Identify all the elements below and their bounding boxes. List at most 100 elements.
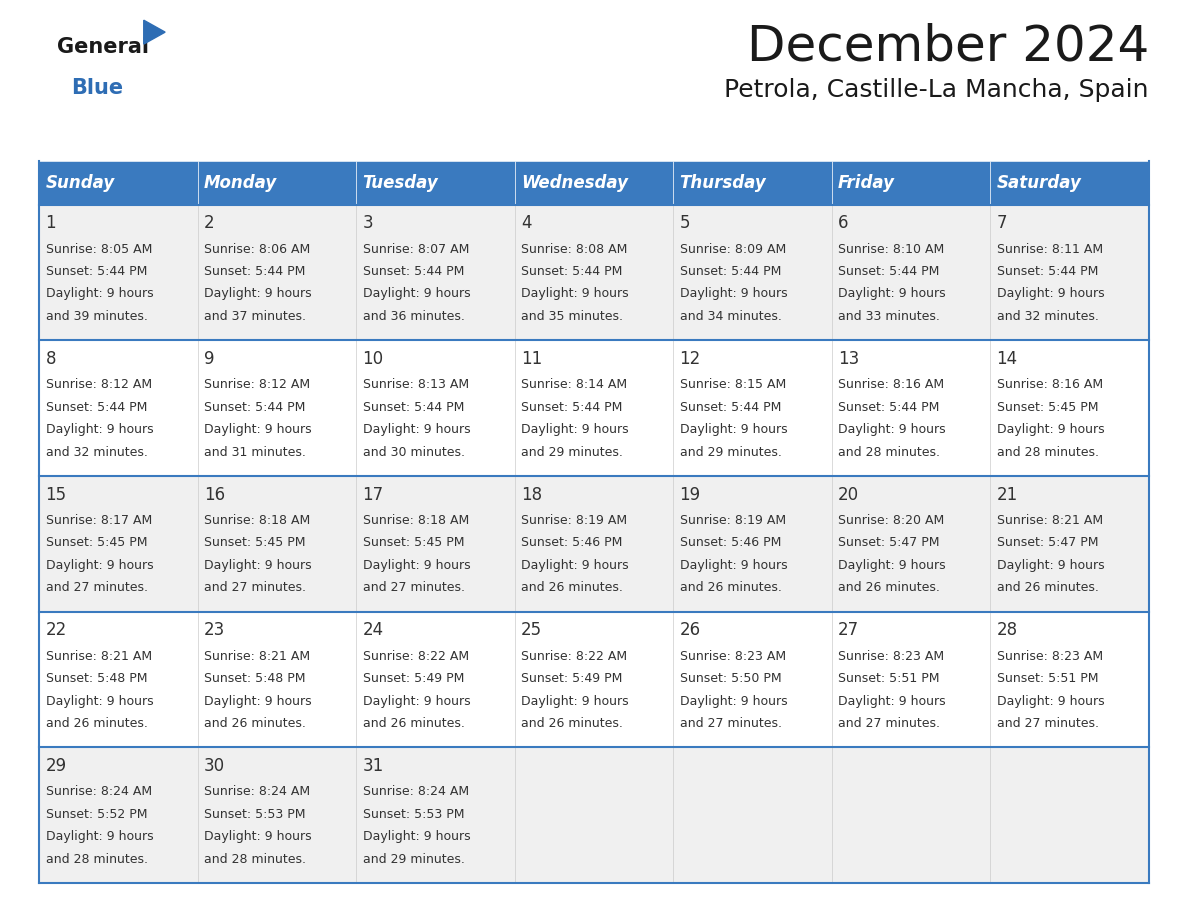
Polygon shape: [144, 20, 165, 44]
Text: Friday: Friday: [838, 174, 895, 192]
Text: Sunrise: 8:11 AM: Sunrise: 8:11 AM: [997, 242, 1102, 256]
Text: 4: 4: [522, 214, 531, 232]
Text: Petrola, Castille-La Mancha, Spain: Petrola, Castille-La Mancha, Spain: [725, 78, 1149, 102]
Text: Daylight: 9 hours: Daylight: 9 hours: [997, 287, 1105, 300]
Bar: [39, 205, 1149, 341]
Text: and 26 minutes.: and 26 minutes.: [45, 717, 147, 730]
Bar: [356, 161, 514, 205]
Text: Daylight: 9 hours: Daylight: 9 hours: [45, 830, 153, 844]
Text: 8: 8: [45, 350, 56, 368]
Text: Sunrise: 8:16 AM: Sunrise: 8:16 AM: [997, 378, 1102, 391]
Text: 29: 29: [45, 757, 67, 775]
Text: Sunrise: 8:12 AM: Sunrise: 8:12 AM: [45, 378, 152, 391]
Text: Daylight: 9 hours: Daylight: 9 hours: [522, 423, 628, 436]
Text: Daylight: 9 hours: Daylight: 9 hours: [838, 559, 946, 572]
Text: and 26 minutes.: and 26 minutes.: [362, 717, 465, 730]
Text: Wednesday: Wednesday: [522, 174, 628, 192]
Text: Sunset: 5:44 PM: Sunset: 5:44 PM: [522, 401, 623, 414]
Text: 24: 24: [362, 621, 384, 639]
Text: 15: 15: [45, 486, 67, 504]
Text: 26: 26: [680, 621, 701, 639]
Text: 1: 1: [45, 214, 56, 232]
Text: Daylight: 9 hours: Daylight: 9 hours: [362, 830, 470, 844]
Text: Daylight: 9 hours: Daylight: 9 hours: [522, 287, 628, 300]
Bar: [39, 161, 197, 205]
Text: Sunset: 5:44 PM: Sunset: 5:44 PM: [522, 265, 623, 278]
Text: Daylight: 9 hours: Daylight: 9 hours: [680, 287, 788, 300]
Text: and 29 minutes.: and 29 minutes.: [680, 445, 782, 459]
Text: Sunrise: 8:21 AM: Sunrise: 8:21 AM: [997, 514, 1102, 527]
Text: Saturday: Saturday: [997, 174, 1081, 192]
Text: December 2024: December 2024: [746, 23, 1149, 71]
Text: Sunset: 5:49 PM: Sunset: 5:49 PM: [522, 672, 623, 685]
Text: Sunrise: 8:05 AM: Sunrise: 8:05 AM: [45, 242, 152, 256]
Text: and 28 minutes.: and 28 minutes.: [45, 853, 147, 866]
Text: and 28 minutes.: and 28 minutes.: [997, 445, 1099, 459]
Text: 16: 16: [204, 486, 226, 504]
Text: Sunset: 5:51 PM: Sunset: 5:51 PM: [838, 672, 940, 685]
Text: and 27 minutes.: and 27 minutes.: [838, 717, 940, 730]
Text: Sunrise: 8:23 AM: Sunrise: 8:23 AM: [838, 650, 944, 663]
Text: Daylight: 9 hours: Daylight: 9 hours: [680, 695, 788, 708]
Text: Sunrise: 8:20 AM: Sunrise: 8:20 AM: [838, 514, 944, 527]
Text: Monday: Monday: [204, 174, 277, 192]
Text: Sunrise: 8:19 AM: Sunrise: 8:19 AM: [680, 514, 785, 527]
Text: and 30 minutes.: and 30 minutes.: [362, 445, 465, 459]
Text: Sunset: 5:44 PM: Sunset: 5:44 PM: [838, 401, 940, 414]
Text: Sunrise: 8:09 AM: Sunrise: 8:09 AM: [680, 242, 785, 256]
Text: Sunset: 5:53 PM: Sunset: 5:53 PM: [204, 808, 305, 821]
Text: 28: 28: [997, 621, 1018, 639]
Text: Sunrise: 8:22 AM: Sunrise: 8:22 AM: [522, 650, 627, 663]
Text: Sunday: Sunday: [45, 174, 115, 192]
Text: and 28 minutes.: and 28 minutes.: [838, 445, 940, 459]
Text: Sunset: 5:46 PM: Sunset: 5:46 PM: [680, 536, 781, 550]
Text: 18: 18: [522, 486, 542, 504]
Text: Daylight: 9 hours: Daylight: 9 hours: [680, 423, 788, 436]
Text: Daylight: 9 hours: Daylight: 9 hours: [522, 559, 628, 572]
Text: Sunset: 5:45 PM: Sunset: 5:45 PM: [45, 536, 147, 550]
Text: Daylight: 9 hours: Daylight: 9 hours: [838, 287, 946, 300]
Text: and 27 minutes.: and 27 minutes.: [204, 581, 307, 594]
Text: 22: 22: [45, 621, 67, 639]
Text: and 34 minutes.: and 34 minutes.: [680, 310, 782, 323]
Bar: [197, 161, 356, 205]
Text: Sunrise: 8:22 AM: Sunrise: 8:22 AM: [362, 650, 469, 663]
Text: and 27 minutes.: and 27 minutes.: [997, 717, 1099, 730]
Text: 11: 11: [522, 350, 543, 368]
Text: Sunset: 5:50 PM: Sunset: 5:50 PM: [680, 672, 782, 685]
Text: Sunrise: 8:21 AM: Sunrise: 8:21 AM: [45, 650, 152, 663]
Text: 13: 13: [838, 350, 859, 368]
Text: Sunset: 5:44 PM: Sunset: 5:44 PM: [838, 265, 940, 278]
Text: Sunrise: 8:17 AM: Sunrise: 8:17 AM: [45, 514, 152, 527]
Text: Daylight: 9 hours: Daylight: 9 hours: [204, 559, 311, 572]
Text: Daylight: 9 hours: Daylight: 9 hours: [45, 695, 153, 708]
Text: Sunset: 5:44 PM: Sunset: 5:44 PM: [362, 265, 465, 278]
Text: Sunset: 5:44 PM: Sunset: 5:44 PM: [997, 265, 1098, 278]
Text: 31: 31: [362, 757, 384, 775]
Text: and 27 minutes.: and 27 minutes.: [680, 717, 782, 730]
Text: Sunrise: 8:23 AM: Sunrise: 8:23 AM: [997, 650, 1102, 663]
Text: and 26 minutes.: and 26 minutes.: [838, 581, 940, 594]
Text: and 28 minutes.: and 28 minutes.: [204, 853, 307, 866]
Text: Sunrise: 8:24 AM: Sunrise: 8:24 AM: [204, 786, 310, 799]
Text: Daylight: 9 hours: Daylight: 9 hours: [522, 695, 628, 708]
Text: 7: 7: [997, 214, 1007, 232]
Text: and 35 minutes.: and 35 minutes.: [522, 310, 623, 323]
Text: Sunset: 5:44 PM: Sunset: 5:44 PM: [680, 401, 781, 414]
Text: Sunrise: 8:21 AM: Sunrise: 8:21 AM: [204, 650, 310, 663]
Text: 5: 5: [680, 214, 690, 232]
Text: 6: 6: [838, 214, 848, 232]
Text: Sunset: 5:47 PM: Sunset: 5:47 PM: [838, 536, 940, 550]
Bar: [832, 161, 991, 205]
Text: Sunrise: 8:16 AM: Sunrise: 8:16 AM: [838, 378, 944, 391]
Text: Sunrise: 8:14 AM: Sunrise: 8:14 AM: [522, 378, 627, 391]
Text: Sunset: 5:48 PM: Sunset: 5:48 PM: [204, 672, 305, 685]
Bar: [39, 476, 1149, 611]
Bar: [674, 161, 832, 205]
Bar: [39, 747, 1149, 883]
Text: and 33 minutes.: and 33 minutes.: [838, 310, 940, 323]
Text: Daylight: 9 hours: Daylight: 9 hours: [362, 423, 470, 436]
Text: Sunset: 5:52 PM: Sunset: 5:52 PM: [45, 808, 147, 821]
Text: Daylight: 9 hours: Daylight: 9 hours: [997, 695, 1105, 708]
Text: Sunset: 5:44 PM: Sunset: 5:44 PM: [680, 265, 781, 278]
